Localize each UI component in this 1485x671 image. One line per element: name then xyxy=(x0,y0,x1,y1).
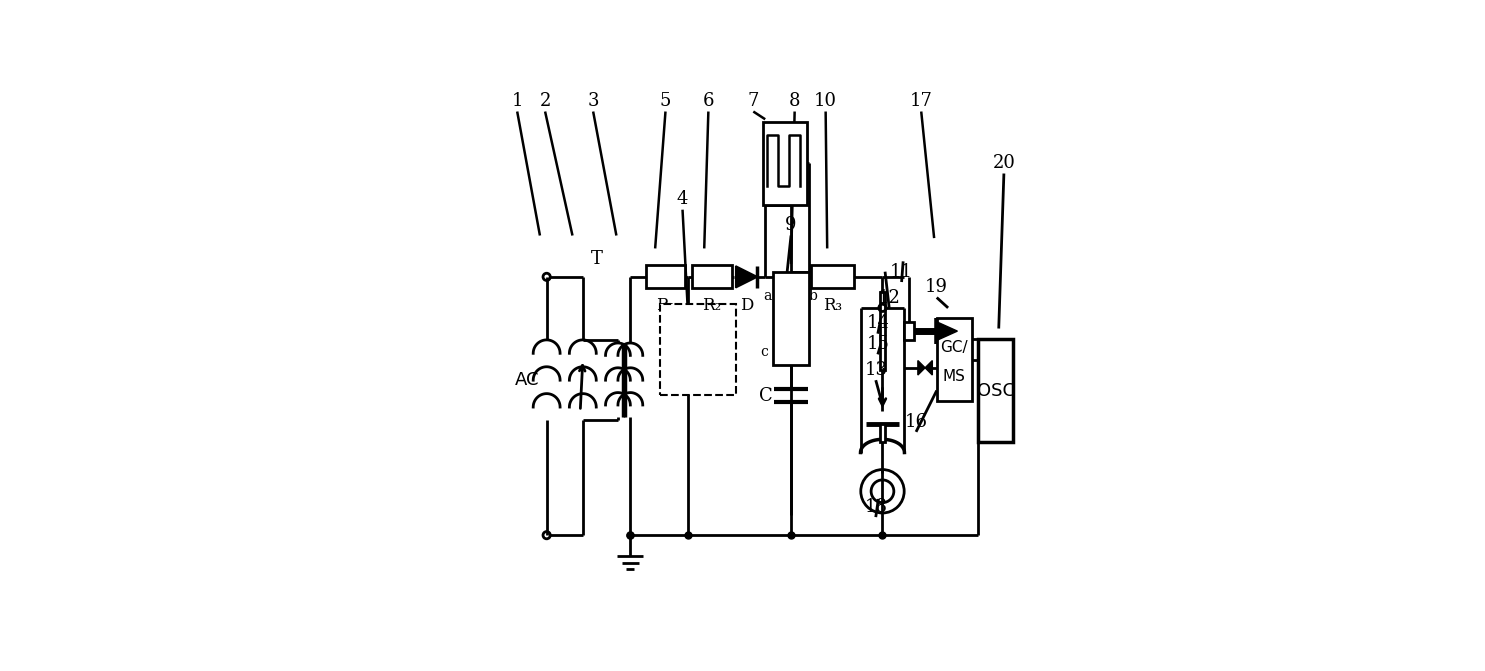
Text: R₂: R₂ xyxy=(702,297,722,314)
Polygon shape xyxy=(937,322,958,340)
Text: 2: 2 xyxy=(539,92,551,110)
Text: 9: 9 xyxy=(786,216,797,234)
Text: b: b xyxy=(808,289,817,303)
Text: T: T xyxy=(591,250,603,268)
Text: 7: 7 xyxy=(747,92,759,110)
Text: C: C xyxy=(759,386,774,405)
Text: 6: 6 xyxy=(702,92,714,110)
Text: AC: AC xyxy=(515,371,539,389)
Text: 17: 17 xyxy=(910,92,933,110)
Bar xyxy=(646,266,685,289)
Text: R₁: R₁ xyxy=(656,297,676,314)
Polygon shape xyxy=(925,360,933,375)
Text: 14: 14 xyxy=(866,314,890,332)
Text: GC/: GC/ xyxy=(940,340,968,354)
Bar xyxy=(774,272,809,365)
Bar xyxy=(692,266,732,289)
Text: 3: 3 xyxy=(588,92,598,110)
Text: 16: 16 xyxy=(904,413,928,431)
Text: MS: MS xyxy=(943,368,965,384)
Text: 4: 4 xyxy=(677,191,688,209)
Text: C₁: C₁ xyxy=(707,316,725,330)
Bar xyxy=(904,322,913,340)
Bar xyxy=(661,304,735,395)
Text: 19: 19 xyxy=(925,278,949,296)
Text: 12: 12 xyxy=(878,289,900,307)
Bar xyxy=(763,122,806,205)
Bar xyxy=(881,424,885,442)
Text: D: D xyxy=(740,297,753,314)
Bar xyxy=(811,266,854,289)
Text: 13: 13 xyxy=(864,361,887,379)
Text: C₂: C₂ xyxy=(707,368,725,382)
Polygon shape xyxy=(918,360,925,375)
Text: a: a xyxy=(763,289,772,303)
Text: OSC: OSC xyxy=(977,382,1014,399)
Text: R₃: R₃ xyxy=(823,297,842,314)
Text: 5: 5 xyxy=(659,92,671,110)
Text: 8: 8 xyxy=(789,92,800,110)
Text: 18: 18 xyxy=(864,498,887,516)
Bar xyxy=(979,339,1013,442)
Text: 15: 15 xyxy=(866,335,890,353)
Bar xyxy=(881,293,885,370)
Polygon shape xyxy=(735,266,757,288)
Text: 1: 1 xyxy=(511,92,523,110)
Bar xyxy=(937,318,971,401)
Text: c: c xyxy=(760,345,768,359)
Text: 20: 20 xyxy=(992,154,1016,172)
Text: 10: 10 xyxy=(814,92,838,110)
Text: 11: 11 xyxy=(890,262,913,280)
